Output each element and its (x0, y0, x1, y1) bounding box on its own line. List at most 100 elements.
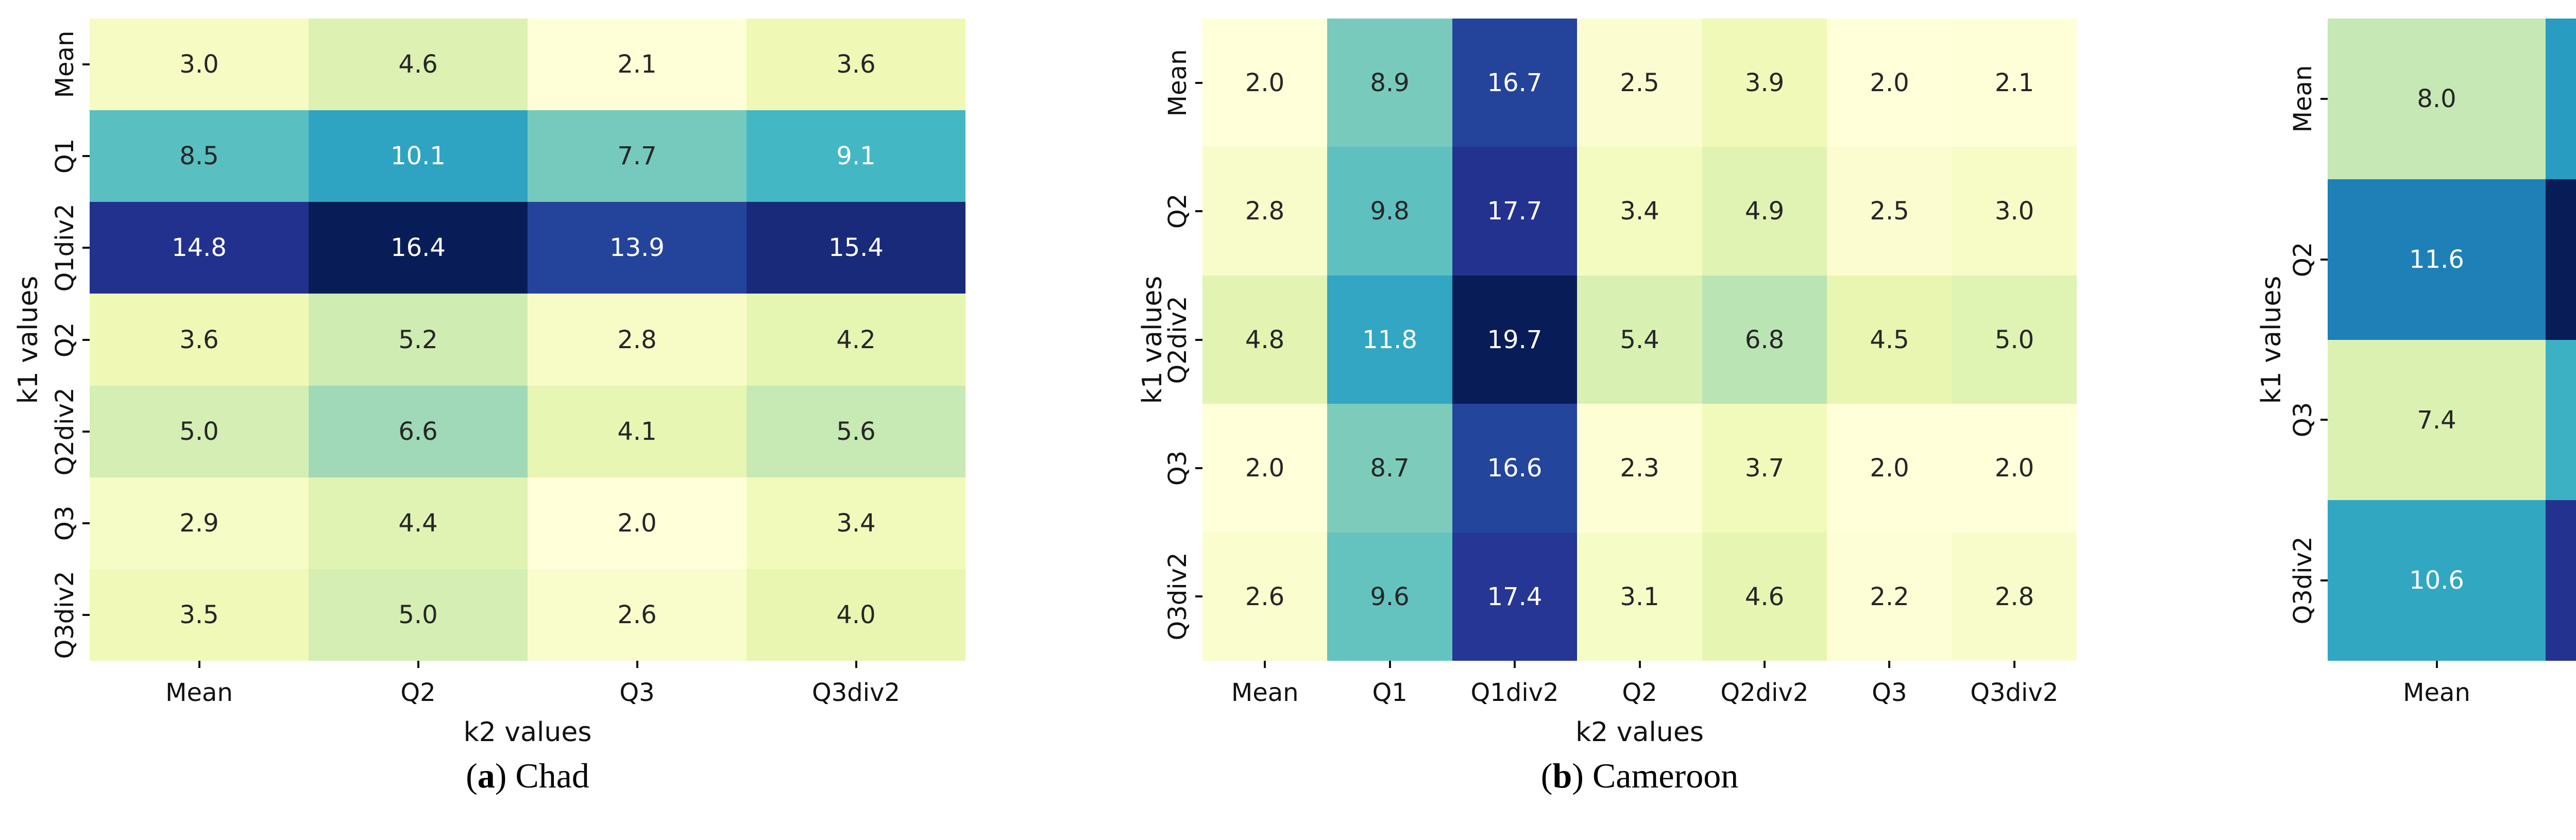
caption-text: Chad (515, 756, 589, 795)
heatmap-cell-value: 2.0 (1994, 454, 2035, 483)
y-tick-mark (2320, 97, 2328, 100)
heatmap-cell: 3.6 (90, 294, 309, 386)
heatmap-grid-chad: 3.0 4.6 2.1 3.6 8.5 10.1 7.7 9.1 14.8 16.4 13.9 15.… (50, 19, 965, 705)
heatmap-cell-value: 5.0 (398, 601, 438, 629)
y-tick-mark (1195, 338, 1202, 341)
heatmap-cell: 2.5 (1577, 19, 1702, 147)
heatmap-cell-value: 5.0 (1994, 325, 2035, 354)
heatmap-cell-value: 19.7 (1487, 325, 1543, 354)
heatmap-cell: 9.6 (1327, 533, 1452, 661)
x-tick-mark (1264, 661, 1266, 668)
heatmap-cell: 8.0 (2328, 19, 2546, 179)
heatmap-cell: 8.9 (1327, 19, 1452, 147)
x-tick-label: Q3 (1872, 678, 1907, 707)
heatmap-cell: 4.9 (1702, 147, 1827, 276)
heatmap-grid-cameroon: 2.0 8.9 16.7 2.5 3.9 2.0 2.1 2.8 9.8 17.7 3.4 4.9 2.… (1163, 19, 2077, 705)
y-tick-label: Mean (2289, 65, 2317, 133)
heatmap-cell: 3.7 (1702, 404, 1827, 533)
heatmap-cell-value: 6.8 (1744, 325, 1785, 354)
heatmap-cell: 6.8 (1702, 276, 1827, 404)
heatmap-cell: 4.6 (309, 19, 528, 110)
y-tick-label: Q1div2 (50, 203, 79, 292)
heatmap-cell-value: 4.1 (617, 417, 657, 446)
heatmap-cell-value: 2.1 (1994, 68, 2035, 97)
heatmap-cell: 10.1 (309, 110, 528, 202)
heatmap-cell: 3.1 (1577, 533, 1702, 661)
x-tick-mark (1638, 661, 1641, 668)
heatmap-cell: 4.1 (528, 386, 747, 477)
caption-paren-open: ( (466, 756, 478, 795)
heatmap-cell-value: 2.8 (617, 325, 657, 354)
heatmap-cell: 7.7 (528, 110, 747, 202)
caption-paren-close: ) (1572, 756, 1592, 795)
x-tick-label: Q2 (1622, 678, 1657, 707)
heatmap-cell-value: 4.5 (1870, 325, 1909, 354)
y-axis-title: k1 values (1137, 276, 1168, 404)
heatmap-cell: 4.5 (1827, 276, 1952, 404)
y-tick-label: Q3 (1163, 450, 1192, 486)
x-tick-label: Q2div2 (1720, 678, 1809, 707)
heatmap-cell-value: 3.1 (1620, 582, 1659, 611)
heatmap-cell: 3.9 (1702, 19, 1827, 147)
panel-caption: (a) Chad (466, 758, 589, 793)
heatmap-cell: 2.0 (1952, 404, 2077, 533)
heatmap-cell: 5.4 (1577, 276, 1702, 404)
heatmap-cell-value: 4.4 (398, 509, 438, 538)
heatmap-cell: 2.8 (528, 294, 747, 386)
heatmap-cell: 13.5 (2546, 500, 2576, 661)
heatmap-cell-value: 2.1 (617, 50, 657, 79)
y-tick-mark (1195, 467, 1202, 469)
x-tick-mark (1763, 661, 1766, 668)
y-tick-label: Mean (1163, 49, 1192, 117)
heatmap-cell-value: 2.6 (617, 601, 657, 629)
heatmap-cell-value: 3.5 (179, 601, 219, 629)
heatmap-cell: 3.5 (90, 569, 309, 661)
caption-text: Cameroon (1592, 756, 1739, 795)
heatmap-cell-value: 6.6 (398, 417, 438, 446)
y-tick-label: Q2 (1163, 193, 1192, 229)
heatmap-cell-value: 7.4 (2417, 405, 2456, 435)
x-tick-mark (1888, 661, 1891, 668)
x-tick-mark (198, 661, 200, 668)
x-axis-title: k2 values (1575, 717, 1704, 748)
y-tick-mark (2320, 419, 2328, 421)
heatmap-cell: 2.0 (1202, 19, 1327, 147)
x-tick-label: Q2 (400, 678, 436, 707)
heatmap-cell-value: 2.5 (1620, 68, 1659, 97)
heatmap-cell-value: 16.4 (391, 233, 446, 262)
heatmap-cell: 9.8 (1327, 147, 1452, 276)
heatmap-cell: 16.6 (1452, 404, 1577, 533)
y-tick-mark (1195, 595, 1202, 598)
heatmap-cell: 3.0 (90, 19, 309, 110)
heatmap-cell-value: 17.4 (1487, 582, 1543, 611)
heatmap-cell-value: 8.5 (179, 142, 219, 170)
heatmap-cell-value: 2.0 (1245, 68, 1285, 97)
heatmap-cell: 3.0 (1952, 147, 2077, 276)
x-tick-mark (855, 661, 857, 668)
heatmap-cell-value: 9.8 (1370, 197, 1410, 226)
heatmap-cell-value: 4.6 (398, 50, 438, 79)
heatmap-cell: 11.8 (1327, 276, 1452, 404)
heatmap-cell-value: 4.9 (1744, 197, 1785, 226)
heatmap-cell-value: 10.6 (2409, 566, 2464, 595)
heatmap-cell: 8.7 (1327, 404, 1452, 533)
heatmap-cell-value: 8.0 (2417, 84, 2456, 113)
heatmap-cell-value: 14.8 (172, 233, 227, 262)
y-tick-label: Q3div2 (1163, 552, 1192, 641)
y-tick-label: Q2 (2289, 242, 2317, 277)
heatmap-cell-value: 2.0 (1870, 68, 1909, 97)
heatmap-cell: 2.1 (528, 19, 747, 110)
heatmap-cell-value: 3.4 (836, 509, 876, 538)
heatmap-grid-drcongo: 8.010.96.59.111.614.510.012.67.410.35.88… (2289, 19, 2576, 705)
heatmap-cell-value: 2.0 (617, 509, 657, 538)
heatmap-cell: 17.4 (1452, 533, 1577, 661)
heatmap-cell-value: 5.4 (1620, 325, 1659, 354)
heatmap-cell: 19.7 (1452, 276, 1577, 404)
caption-letter: b (1552, 756, 1572, 795)
heatmap-cell-value: 5.0 (179, 417, 219, 446)
heatmap-cell: 16.7 (1452, 19, 1577, 147)
heatmap-cell: 2.3 (1577, 404, 1702, 533)
heatmap-cell-value: 9.6 (1370, 582, 1410, 611)
heatmap-cell: 13.9 (528, 202, 747, 294)
